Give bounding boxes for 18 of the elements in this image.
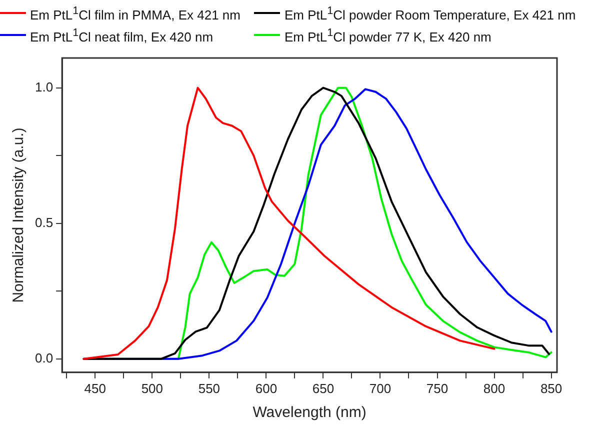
legend-label: Em PtL$^{1}$Cl film in PMMA, Ex 421 nm bbox=[30, 4, 240, 24]
legend-label: Em PtL$^{1}$Cl powder 77 K, Ex 420 nm bbox=[284, 26, 492, 47]
x-tick-label: 700 bbox=[369, 380, 392, 396]
x-tick-label: 500 bbox=[141, 380, 164, 396]
y-axis-title: Normalized Intensity (a.u.) bbox=[10, 128, 28, 303]
y-tick-label: 1.0 bbox=[34, 79, 54, 94]
legend-label: Em PtL$^{1}$Cl neat film, Ex 420 nm bbox=[30, 26, 214, 47]
x-tick-label: 750 bbox=[426, 380, 448, 396]
x-tick-label: 850 bbox=[540, 380, 562, 396]
x-tick-label: 450 bbox=[84, 380, 106, 396]
y-tick-label: 0.0 bbox=[34, 350, 54, 366]
legend-label: Em PtL$^{1}$Cl powder Room Temperature, Ex 421 nm bbox=[284, 4, 576, 24]
x-tick-label: 600 bbox=[255, 380, 278, 396]
x-tick-label: 650 bbox=[312, 380, 334, 396]
x-axis-title: Wavelength (nm) bbox=[252, 404, 366, 422]
x-tick-label: 800 bbox=[483, 380, 506, 396]
x-tick-label: 550 bbox=[198, 380, 220, 396]
y-tick-label: 0.5 bbox=[34, 214, 54, 230]
